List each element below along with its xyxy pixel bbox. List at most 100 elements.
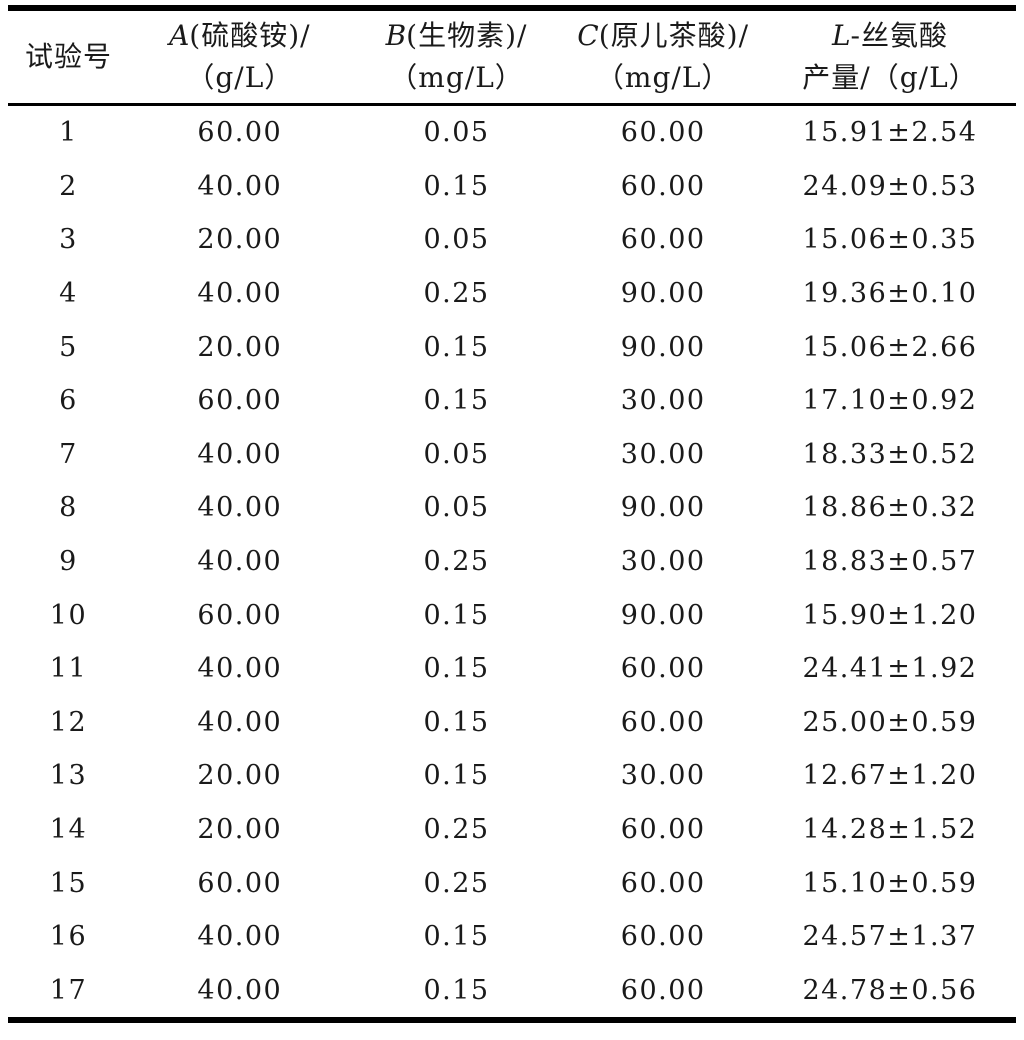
factor-a-unit: （g/L）: [186, 61, 294, 94]
cell-yield: 15.06±0.35: [802, 224, 978, 256]
cell-factor-b: 0.15: [423, 921, 490, 953]
cell-factor-a: 20.00: [197, 331, 283, 363]
cell-run-number: 7: [59, 438, 78, 470]
cell-run-number: 8: [59, 492, 78, 524]
cell-factor-a: 40.00: [197, 653, 283, 685]
table-row: 9 40.00 0.25 30.00 18.83±0.57: [8, 535, 1016, 589]
cell-factor-c: 90.00: [620, 492, 706, 524]
cell-factor-b: 0.15: [423, 760, 490, 792]
table-row: 12 40.00 0.15 60.00 25.00±0.59: [8, 696, 1016, 750]
cell-factor-c: 60.00: [620, 117, 706, 149]
cell-factor-b: 0.15: [423, 599, 490, 631]
cell-yield: 15.90±1.20: [802, 599, 978, 631]
table-row: 14 20.00 0.25 60.00 14.28±1.52: [8, 803, 1016, 857]
header-run-number-label: 试验号: [24, 40, 112, 73]
cell-factor-c: 30.00: [620, 385, 706, 417]
cell-factor-c: 90.00: [620, 599, 706, 631]
cell-factor-c: 60.00: [620, 974, 706, 1006]
cell-run-number: 3: [59, 224, 78, 256]
table-row: 11 40.00 0.15 60.00 24.41±1.92: [8, 642, 1016, 696]
cell-run-number: 1: [59, 117, 78, 149]
cell-yield: 19.36±0.10: [802, 278, 978, 310]
cell-factor-a: 60.00: [197, 117, 283, 149]
cell-factor-a: 20.00: [197, 224, 283, 256]
cell-run-number: 13: [49, 760, 88, 792]
experiment-design-table: 试验号 A(硫酸铵)/ （g/L） B(生物素)/ （mg/L） C(原儿茶酸)…: [8, 5, 1016, 1024]
table-row: 8 40.00 0.05 90.00 18.86±0.32: [8, 481, 1016, 535]
factor-a-symbol: A: [169, 19, 190, 52]
cell-factor-b: 0.15: [423, 385, 490, 417]
yield-symbol: L: [831, 19, 851, 52]
table-row: 13 20.00 0.15 30.00 12.67±1.20: [8, 749, 1016, 803]
cell-run-number: 2: [59, 170, 78, 202]
factor-b-name: (生物素)/: [406, 19, 528, 52]
cell-run-number: 5: [59, 331, 78, 363]
cell-yield: 24.78±0.56: [802, 974, 978, 1006]
cell-factor-a: 20.00: [197, 760, 283, 792]
header-factor-b: B(生物素)/ （mg/L）: [350, 8, 563, 106]
cell-run-number: 10: [49, 599, 88, 631]
header-factor-a: A(硫酸铵)/ （g/L）: [128, 8, 351, 106]
cell-run-number: 9: [59, 546, 78, 578]
cell-factor-a: 40.00: [197, 438, 283, 470]
cell-factor-b: 0.05: [423, 224, 490, 256]
table-row: 3 20.00 0.05 60.00 15.06±0.35: [8, 213, 1016, 267]
cell-yield: 24.41±1.92: [802, 653, 978, 685]
table-row: 5 20.00 0.15 90.00 15.06±2.66: [8, 320, 1016, 374]
table-row: 7 40.00 0.05 30.00 18.33±0.52: [8, 428, 1016, 482]
cell-factor-a: 40.00: [197, 974, 283, 1006]
header-factor-c: C(原儿茶酸)/ （mg/L）: [562, 8, 764, 106]
cell-factor-b: 0.05: [423, 438, 490, 470]
cell-factor-a: 40.00: [197, 278, 283, 310]
cell-factor-c: 60.00: [620, 706, 706, 738]
cell-run-number: 12: [49, 706, 88, 738]
cell-factor-a: 40.00: [197, 170, 283, 202]
table-row: 16 40.00 0.15 60.00 24.57±1.37: [8, 910, 1016, 964]
cell-factor-a: 60.00: [197, 385, 283, 417]
cell-run-number: 6: [59, 385, 78, 417]
cell-yield: 18.83±0.57: [802, 546, 978, 578]
factor-c-name: (原儿茶酸)/: [598, 19, 750, 52]
factor-a-name: (硫酸铵)/: [189, 19, 311, 52]
factor-b-unit: （mg/L）: [389, 61, 524, 94]
cell-factor-b: 0.05: [423, 492, 490, 524]
cell-factor-b: 0.25: [423, 814, 490, 846]
cell-factor-b: 0.05: [423, 117, 490, 149]
yield-unit: 产量/（g/L）: [802, 61, 978, 94]
table-body: 1 60.00 0.05 60.00 15.91±2.54 2 40.00 0.15 60.00…: [8, 105, 1016, 1021]
cell-factor-a: 40.00: [197, 706, 283, 738]
table-row: 15 60.00 0.25 60.00 15.10±0.59: [8, 856, 1016, 910]
cell-run-number: 17: [49, 974, 88, 1006]
cell-yield: 12.67±1.20: [802, 760, 978, 792]
cell-factor-a: 60.00: [197, 867, 283, 899]
cell-yield: 15.06±2.66: [802, 331, 978, 363]
factor-b-symbol: B: [385, 19, 407, 52]
cell-yield: 24.57±1.37: [802, 921, 978, 953]
cell-factor-a: 20.00: [197, 814, 283, 846]
factor-c-symbol: C: [577, 19, 599, 52]
cell-yield: 24.09±0.53: [802, 170, 978, 202]
table-row: 10 60.00 0.15 90.00 15.90±1.20: [8, 588, 1016, 642]
cell-factor-b: 0.25: [423, 278, 490, 310]
cell-factor-c: 60.00: [620, 814, 706, 846]
cell-factor-b: 0.25: [423, 546, 490, 578]
cell-run-number: 11: [49, 653, 88, 685]
header-row: 试验号 A(硫酸铵)/ （g/L） B(生物素)/ （mg/L） C(原儿茶酸)…: [8, 8, 1016, 106]
cell-yield: 14.28±1.52: [802, 814, 978, 846]
cell-factor-a: 40.00: [197, 492, 283, 524]
cell-run-number: 15: [49, 867, 88, 899]
cell-factor-b: 0.15: [423, 653, 490, 685]
cell-factor-c: 60.00: [620, 170, 706, 202]
cell-factor-a: 60.00: [197, 599, 283, 631]
cell-factor-c: 60.00: [620, 224, 706, 256]
factor-c-unit: （mg/L）: [595, 61, 731, 94]
header-run-number: 试验号: [8, 8, 129, 106]
cell-factor-b: 0.25: [423, 867, 490, 899]
cell-factor-b: 0.15: [423, 974, 490, 1006]
table-row: 17 40.00 0.15 60.00 24.78±0.56: [8, 964, 1016, 1021]
cell-yield: 18.33±0.52: [802, 438, 978, 470]
cell-factor-b: 0.15: [423, 706, 490, 738]
yield-name: -丝氨酸: [850, 19, 949, 52]
cell-factor-c: 30.00: [620, 760, 706, 792]
